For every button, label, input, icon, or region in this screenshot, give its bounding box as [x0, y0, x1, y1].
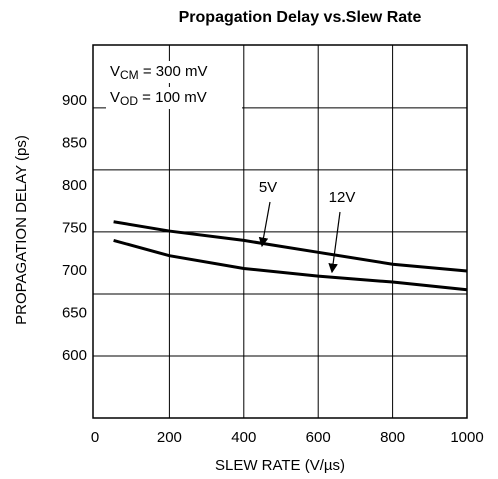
y-axis-label: PROPAGATION DELAY (ps)	[13, 135, 30, 325]
annotation: VOD = 100 mV	[110, 89, 207, 108]
y-tick-label: 600	[62, 347, 87, 364]
y-tick-label: 650	[62, 304, 87, 321]
series-label: 5V	[259, 179, 277, 196]
annotation-bg	[106, 87, 242, 109]
line	[113, 238, 468, 292]
series-label: 12V	[329, 189, 356, 206]
arrow	[258, 201, 271, 248]
x-tick-label: 800	[380, 429, 405, 446]
x-tick-label: 1000	[450, 429, 483, 446]
annotation-bg	[106, 61, 242, 83]
x-tick-label: 600	[306, 429, 331, 446]
annotation-sub: CM	[120, 68, 139, 82]
line	[113, 220, 468, 273]
annotation-rest: = 300 mV	[139, 63, 208, 80]
x-tick-label: 0	[91, 429, 99, 446]
x-tick-label: 200	[157, 429, 182, 446]
y-tick-label: 700	[62, 262, 87, 279]
y-tick-label: 900	[62, 92, 87, 109]
annotation-rest: = 100 mV	[138, 89, 207, 106]
annotation-text: V	[110, 89, 120, 106]
arrow	[328, 211, 341, 274]
annotation: VCM = 300 mV	[110, 63, 207, 82]
y-tick-label: 850	[62, 135, 87, 152]
y-tick-label: 750	[62, 219, 87, 236]
x-tick-label: 400	[231, 429, 256, 446]
chart-title: Propagation Delay vs.Slew Rate	[179, 9, 422, 26]
y-tick-label: 800	[62, 177, 87, 194]
annotation-sub: OD	[120, 94, 138, 108]
x-axis-label: SLEW RATE (V/µs)	[215, 457, 345, 474]
annotation-text: V	[110, 63, 120, 80]
